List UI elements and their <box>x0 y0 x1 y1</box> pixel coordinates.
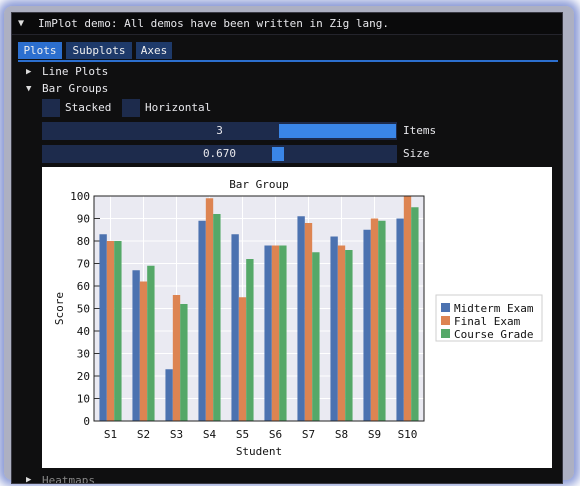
bar <box>271 245 280 421</box>
bar <box>279 245 287 421</box>
y-tick-label: 60 <box>77 280 90 293</box>
bar <box>264 245 272 421</box>
expand-triangle-icon: ▶ <box>26 67 32 77</box>
plot-frame <box>93 195 425 422</box>
legend-swatch <box>441 329 450 338</box>
bar <box>132 270 140 421</box>
collapse-triangle-icon: ▼ <box>26 84 32 94</box>
x-tick-label: S5 <box>236 428 249 441</box>
bar <box>378 220 386 421</box>
x-tick-label: S6 <box>269 428 282 441</box>
expand-triangle-icon: ▶ <box>26 475 32 484</box>
x-tick-label: S1 <box>104 428 117 441</box>
tab-plots[interactable]: Plots <box>18 42 62 59</box>
items-slider-value: 3 <box>216 124 223 137</box>
bar <box>238 297 247 421</box>
y-tick-label: 50 <box>77 303 90 316</box>
horizontal-label: Horizontal <box>145 101 212 114</box>
items-label: Items <box>403 124 437 137</box>
bar-group-chart[interactable]: 0 10 20 30 40 50 60 70 80 90 100 S1 S2 S3 S4 S5 S6 S7 S8 S9… <box>42 167 552 468</box>
x-tick-label: S9 <box>368 428 381 441</box>
x-tick-label: S10 <box>398 428 418 441</box>
y-tick-label: 20 <box>77 370 90 383</box>
y-tick-label: 70 <box>77 258 90 271</box>
bar <box>330 236 338 421</box>
stacked-label: Stacked <box>65 101 112 114</box>
bar <box>246 259 254 421</box>
horizontal-checkbox[interactable] <box>122 99 140 117</box>
window-titlebar[interactable]: ▼ ImPlot demo: All demos have been writt… <box>12 13 562 35</box>
y-tick-label: 30 <box>77 348 90 361</box>
tree-node-label: Heatmaps <box>42 473 95 484</box>
bar <box>337 245 346 421</box>
bar <box>403 196 412 421</box>
x-tick-label: S7 <box>302 428 315 441</box>
tree-node-label: Bar Groups <box>42 82 109 95</box>
stacked-checkbox[interactable] <box>42 99 60 117</box>
size-slider[interactable]: 0.670 <box>42 145 397 163</box>
legend-swatch <box>441 303 450 312</box>
bar <box>165 369 173 421</box>
bar <box>396 218 404 421</box>
implot-demo-window[interactable]: ▼ ImPlot demo: All demos have been writt… <box>11 12 563 484</box>
bar <box>304 223 313 421</box>
x-tick-label: S3 <box>170 428 183 441</box>
bar-group-plot[interactable]: 0 10 20 30 40 50 60 70 80 90 100 S1 S2 S3 S4 S5 S6 S7 S8 S9… <box>42 167 552 468</box>
bar <box>231 234 239 421</box>
tree-node-label: Line Plots <box>42 65 109 78</box>
legend-box <box>435 294 543 342</box>
bar <box>363 229 371 421</box>
x-tick-label: S2 <box>137 428 150 441</box>
y-tick-label: 10 <box>77 393 90 406</box>
chart-title: Bar Group <box>229 178 289 191</box>
tree-node-bar-groups[interactable]: ▼ Bar Groups <box>26 81 108 97</box>
bar <box>180 304 188 421</box>
bar <box>297 216 305 421</box>
y-axis-label: Score <box>53 292 66 325</box>
size-slider-value: 0.670 <box>202 147 237 160</box>
size-label: Size <box>403 147 430 160</box>
bar <box>345 250 353 421</box>
x-axis-label: Student <box>236 445 282 458</box>
bar <box>172 295 181 421</box>
tab-bar: Plots Subplots Axes <box>18 42 558 62</box>
window-title: ImPlot demo: All demos have been written… <box>38 17 389 30</box>
bar <box>198 220 206 421</box>
legend-entry: Midterm Exam <box>454 302 534 315</box>
legend-entry: Final Exam <box>454 315 521 328</box>
legend-entry: Course Grade <box>454 328 533 341</box>
bar <box>114 241 122 421</box>
bar <box>312 252 320 421</box>
bar <box>147 265 155 421</box>
x-tick-label: S8 <box>335 428 348 441</box>
bar <box>411 207 419 421</box>
items-slider-grab[interactable] <box>279 124 396 138</box>
bar <box>139 281 148 421</box>
y-tick-label: 90 <box>77 213 90 226</box>
tab-axes[interactable]: Axes <box>136 42 172 59</box>
tree-node-line-plots[interactable]: ▶ Line Plots <box>26 64 108 80</box>
items-slider[interactable]: 3 <box>42 122 397 140</box>
collapse-triangle-icon[interactable]: ▼ <box>18 18 25 29</box>
bar <box>205 198 214 421</box>
y-tick-label: 100 <box>70 190 90 203</box>
tab-subplots[interactable]: Subplots <box>66 42 132 59</box>
bar <box>99 234 107 421</box>
size-slider-grab[interactable] <box>272 147 284 161</box>
y-tick-label: 0 <box>83 415 90 428</box>
y-tick-label: 40 <box>77 325 90 338</box>
legend-swatch <box>441 316 450 325</box>
bar <box>106 241 115 421</box>
bar <box>213 214 221 421</box>
x-tick-label: S4 <box>203 428 217 441</box>
y-tick-label: 80 <box>77 235 90 248</box>
bar <box>370 218 379 421</box>
tree-node-heatmaps[interactable]: ▶ Heatmaps <box>26 473 95 484</box>
